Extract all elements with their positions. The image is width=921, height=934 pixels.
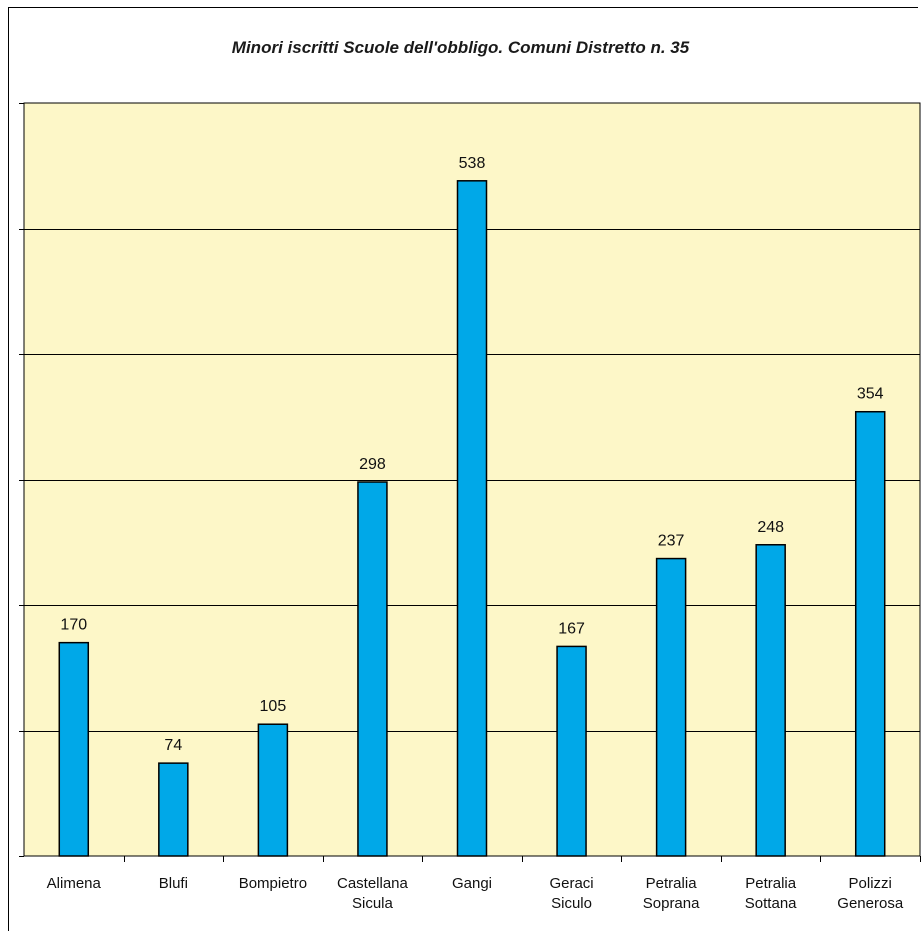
- data-label: 354: [857, 386, 884, 403]
- data-label: 298: [359, 456, 386, 473]
- chart-title: Minori iscritti Scuole dell'obbligo. Com…: [231, 38, 690, 57]
- data-label: 237: [658, 533, 685, 550]
- bar: [655, 557, 687, 857]
- x-tick-label: Gangi: [452, 875, 492, 892]
- x-tick-label: Soprana: [643, 895, 700, 912]
- data-label: 167: [558, 620, 585, 637]
- x-tick-label: Alimena: [47, 875, 102, 892]
- x-tick-label: Polizzi: [849, 875, 892, 892]
- bar: [755, 544, 786, 857]
- bar: [158, 762, 189, 857]
- x-tick-label: Sicula: [352, 895, 394, 912]
- bar: [357, 481, 388, 857]
- bar: [556, 645, 587, 857]
- data-label: 538: [459, 155, 486, 172]
- x-axis: Alimena Blufi Bompietro Castellana Sicula Gan…: [19, 103, 921, 912]
- x-tick-label: Geraci: [549, 875, 593, 892]
- x-tick-label: Petralia: [745, 875, 797, 892]
- x-tick-label: Bompietro: [239, 875, 307, 892]
- bar: [257, 723, 289, 857]
- data-labels: 170 74 105 298 538 167 237 248 354: [60, 155, 883, 754]
- x-tick-label: Generosa: [837, 895, 904, 912]
- bars: [58, 180, 886, 857]
- data-label: 170: [60, 617, 87, 634]
- x-tick-label: Blufi: [159, 875, 188, 892]
- x-tick-label: Siculo: [551, 895, 592, 912]
- bar: [854, 410, 886, 857]
- bar: [58, 641, 90, 857]
- bar: [456, 180, 488, 857]
- data-label: 248: [757, 519, 784, 536]
- x-tick-label: Petralia: [646, 875, 698, 892]
- data-label: 105: [260, 698, 287, 715]
- x-tick-label: Sottana: [745, 895, 797, 912]
- data-label: 74: [164, 737, 182, 754]
- x-tick-label: Castellana: [337, 875, 409, 892]
